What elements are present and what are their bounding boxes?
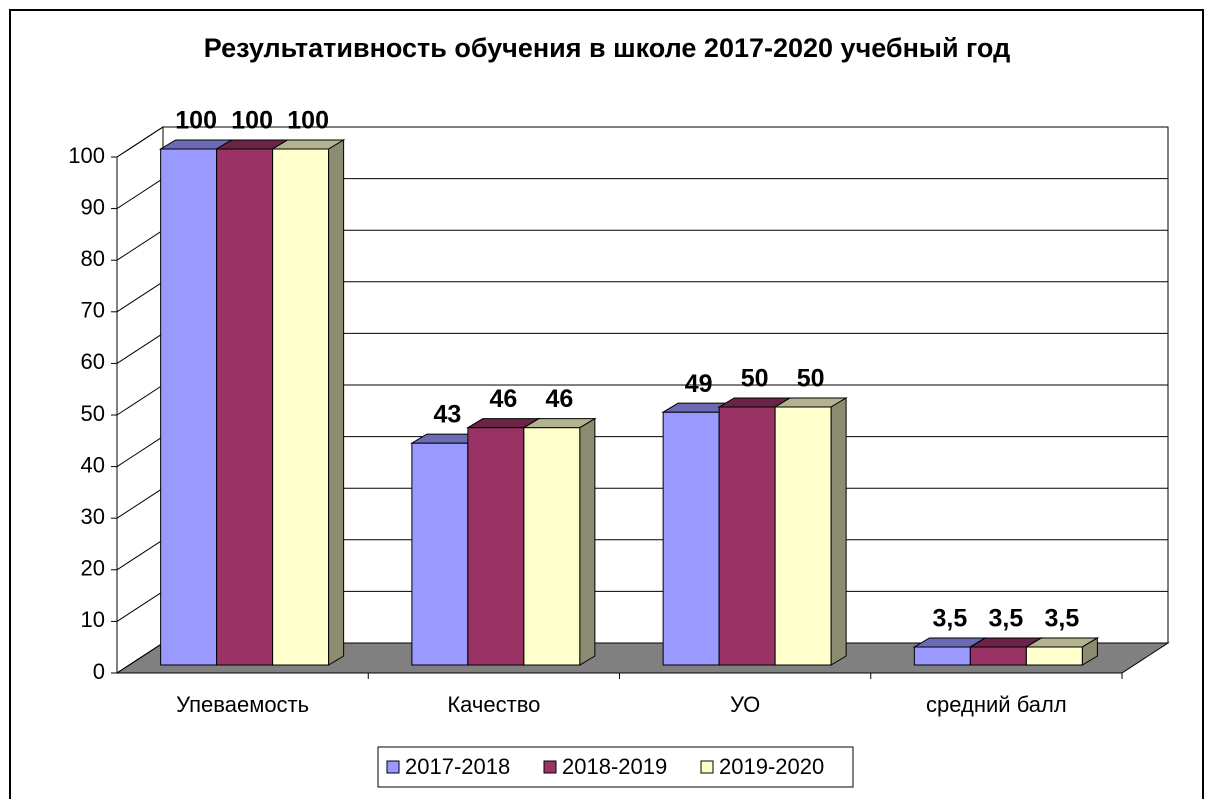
grid-line <box>116 332 164 364</box>
y-tick-label: 20 <box>81 556 105 581</box>
grid-line <box>116 436 164 468</box>
bar <box>662 411 720 666</box>
grid-line <box>116 384 164 416</box>
data-label: 50 <box>741 365 769 393</box>
legend-box <box>377 746 854 788</box>
bar <box>467 427 525 666</box>
grid-line <box>116 281 164 313</box>
bar <box>913 646 971 666</box>
data-label: 100 <box>287 107 329 135</box>
bar <box>969 646 1027 666</box>
legend-label: 2018-2019 <box>562 754 667 779</box>
data-label: 3,5 <box>932 605 967 633</box>
legend-swatch <box>700 760 714 774</box>
legend-swatch <box>386 760 400 774</box>
grid-line <box>116 539 164 571</box>
bar <box>718 406 776 666</box>
y-tick-label: 10 <box>81 607 105 632</box>
grid-line <box>116 487 164 519</box>
bar-side <box>1081 637 1098 666</box>
data-label: 46 <box>489 385 517 413</box>
bar <box>523 427 581 666</box>
bar <box>216 148 274 666</box>
legend-swatch <box>543 760 557 774</box>
data-label: 50 <box>797 365 825 393</box>
bar-side <box>579 417 596 666</box>
data-label: 43 <box>433 401 461 429</box>
y-tick-label: 70 <box>81 298 105 323</box>
legend-label: 2017-2018 <box>405 754 510 779</box>
bar <box>411 442 469 666</box>
data-label: 49 <box>685 370 713 398</box>
bar <box>160 148 218 666</box>
y-tick-label: 60 <box>81 349 105 374</box>
data-label: 100 <box>231 107 273 135</box>
data-label: 100 <box>175 107 217 135</box>
x-tick-label: УО <box>730 692 760 717</box>
y-tick-label: 40 <box>81 452 105 477</box>
x-tick-label: средний балл <box>926 692 1067 717</box>
data-label: 46 <box>545 385 573 413</box>
grid-line <box>116 642 164 674</box>
grid-line <box>116 229 164 261</box>
y-tick-label: 50 <box>81 401 105 426</box>
y-tick-label: 100 <box>68 143 105 168</box>
bar-side <box>328 139 345 666</box>
chart-title: Результативность обучения в школе 2017-2… <box>203 33 1011 63</box>
bar <box>774 406 832 666</box>
bar-side <box>830 397 847 666</box>
bar <box>272 148 330 666</box>
x-tick-label: Качество <box>447 692 540 717</box>
y-tick-label: 0 <box>93 659 105 684</box>
legend-label: 2019-2020 <box>719 754 824 779</box>
chart-frame <box>9 9 1204 799</box>
data-label: 3,5 <box>988 605 1023 633</box>
y-tick-label: 90 <box>81 194 105 219</box>
grid-line <box>116 126 164 158</box>
y-tick-label: 30 <box>81 504 105 529</box>
grid-line <box>116 178 164 210</box>
y-tick-label: 80 <box>81 246 105 271</box>
data-label: 3,5 <box>1044 605 1079 633</box>
grid-line <box>116 590 164 622</box>
x-tick-label: Упеваемость <box>176 692 309 717</box>
bar <box>1025 646 1083 666</box>
